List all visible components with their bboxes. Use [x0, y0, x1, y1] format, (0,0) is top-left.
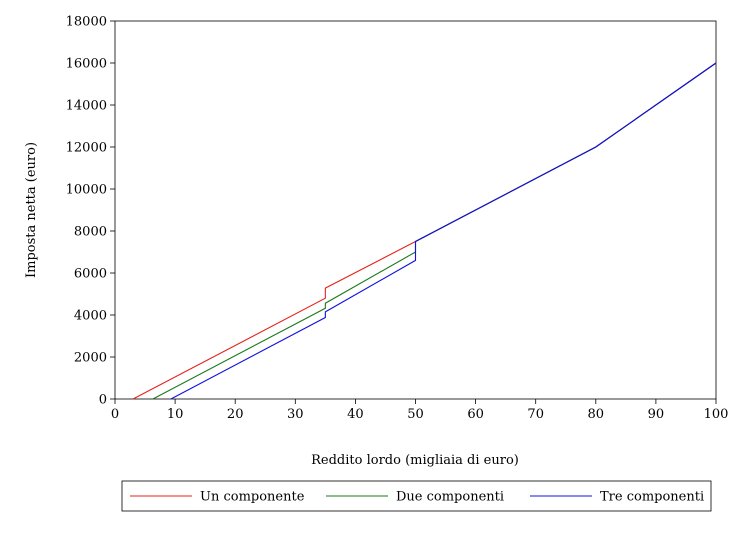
x-axis-title: Reddito lordo (migliaia di euro) — [311, 453, 519, 468]
y-tick-label: 4000 — [74, 309, 107, 324]
legend-label-1: Un componente — [200, 490, 305, 505]
y-tick-label: 10000 — [66, 183, 107, 198]
x-tick-label: 100 — [704, 407, 729, 422]
plot-border — [114, 20, 717, 400]
x-axis-ticks: 0 10 20 30 40 50 60 70 80 90 100 — [111, 399, 729, 422]
x-tick-label: 90 — [648, 407, 665, 422]
x-tick-label: 30 — [287, 407, 304, 422]
x-tick-label: 20 — [227, 407, 244, 422]
y-tick-label: 6000 — [74, 267, 107, 282]
y-tick-label: 8000 — [74, 225, 107, 240]
y-axis-ticks: 0 2000 4000 6000 8000 10000 12000 14000 16000 180… — [66, 15, 115, 408]
y-tick-label: 0 — [99, 393, 107, 408]
series-line-3 — [170, 62, 717, 400]
y-tick-label: 2000 — [74, 351, 107, 366]
legend-box — [121, 480, 712, 512]
y-tick-label: 14000 — [66, 99, 107, 114]
x-tick-label: 0 — [111, 407, 119, 422]
legend-label-3: Tre componenti — [600, 490, 704, 505]
y-tick-label: 18000 — [66, 15, 107, 30]
legend-label-2: Due componenti — [396, 490, 504, 505]
y-tick-label: 16000 — [66, 57, 107, 72]
series-line-1 — [132, 62, 717, 400]
series-layer — [132, 62, 717, 400]
x-tick-label: 40 — [347, 407, 364, 422]
x-tick-label: 50 — [407, 407, 424, 422]
x-tick-label: 60 — [467, 407, 484, 422]
plot-frame — [114, 20, 717, 400]
y-axis-title: Imposta netta (euro) — [24, 142, 39, 278]
x-tick-label: 70 — [527, 407, 544, 422]
x-tick-label: 10 — [167, 407, 184, 422]
x-tick-label: 80 — [588, 407, 605, 422]
y-tick-label: 12000 — [66, 141, 107, 156]
legend: Un componente Due componenti Tre component… — [121, 480, 712, 512]
